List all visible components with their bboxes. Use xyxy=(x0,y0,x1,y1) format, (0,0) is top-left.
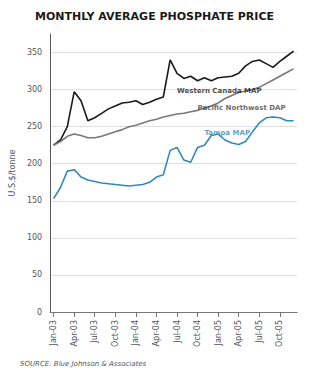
svg-text:Apr-03: Apr-03 xyxy=(70,320,79,346)
svg-text:Western Canada MAP: Western Canada MAP xyxy=(177,87,262,95)
svg-text:Jan-05: Jan-05 xyxy=(214,320,223,346)
svg-text:0: 0 xyxy=(37,308,42,317)
svg-text:U.S.$/tonne: U.S.$/tonne xyxy=(8,149,17,196)
svg-text:Jul-05: Jul-05 xyxy=(255,320,264,344)
svg-text:50: 50 xyxy=(32,270,42,279)
svg-text:300: 300 xyxy=(27,85,42,94)
svg-text:Apr-05: Apr-05 xyxy=(234,320,243,346)
svg-text:Pacific Northwest DAP: Pacific Northwest DAP xyxy=(198,104,286,112)
svg-text:Jan-03: Jan-03 xyxy=(49,320,58,346)
svg-text:Jul-03: Jul-03 xyxy=(90,320,99,344)
svg-text:Tampa MAP: Tampa MAP xyxy=(204,129,250,137)
svg-text:200: 200 xyxy=(27,159,42,168)
svg-text:Jan-04: Jan-04 xyxy=(131,320,140,346)
svg-text:Apr-04: Apr-04 xyxy=(152,320,161,346)
svg-text:Jul-04: Jul-04 xyxy=(173,320,182,344)
svg-text:MONTHLY AVERAGE PHOSPHATE PRIC: MONTHLY AVERAGE PHOSPHATE PRICE xyxy=(35,10,274,23)
svg-text:350: 350 xyxy=(27,48,42,57)
svg-text:Oct-05: Oct-05 xyxy=(275,320,284,347)
svg-text:SOURCE: Blue Johnson & Associa: SOURCE: Blue Johnson & Associates xyxy=(20,360,147,368)
svg-text:Oct-04: Oct-04 xyxy=(193,320,202,347)
svg-text:100: 100 xyxy=(27,233,42,242)
svg-text:250: 250 xyxy=(27,122,42,131)
svg-text:Oct-03: Oct-03 xyxy=(111,320,120,347)
svg-text:150: 150 xyxy=(27,196,42,205)
